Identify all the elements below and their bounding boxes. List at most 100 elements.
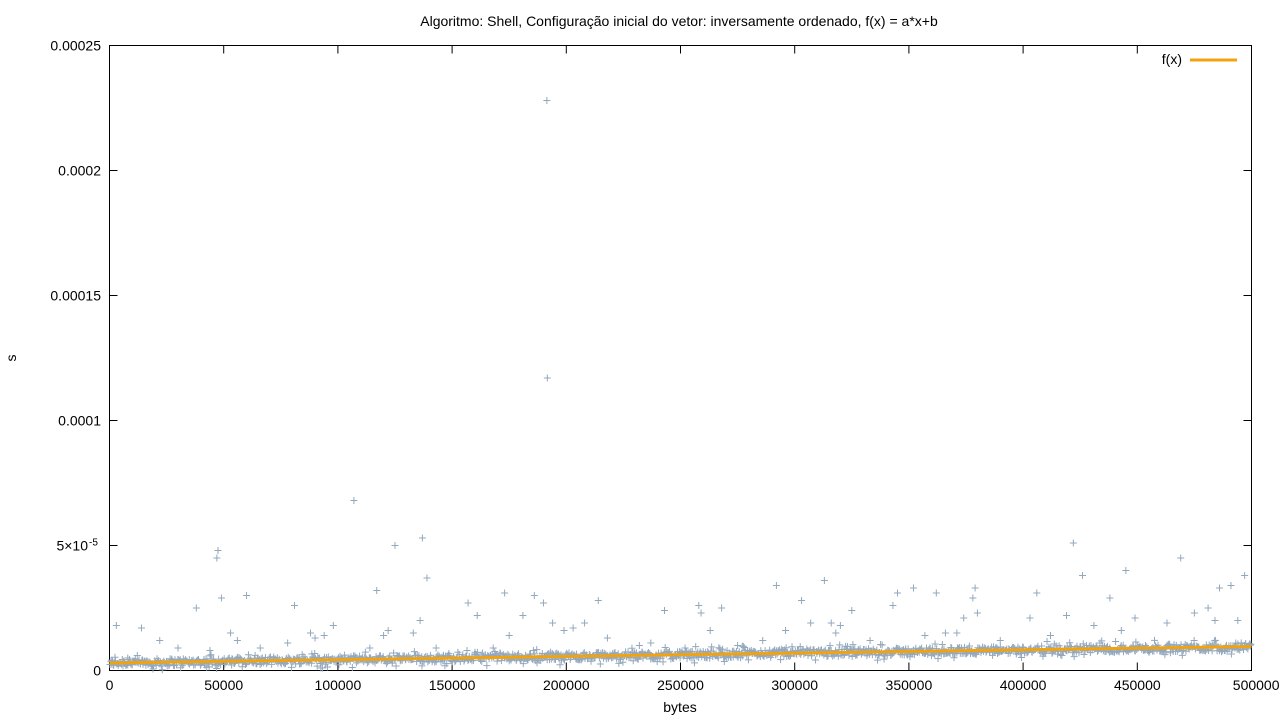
data-point [932, 589, 940, 597]
data-point [133, 651, 141, 659]
data-point [690, 659, 698, 667]
data-point [1190, 609, 1198, 617]
data-point [416, 617, 424, 624]
data-point [827, 619, 835, 627]
data-point [233, 637, 241, 644]
data-point [1211, 617, 1219, 624]
y-axis: 0 5×10 -5 0.0001 0.00015 0.0002 0.00025 [50, 38, 1252, 679]
data-point [1079, 640, 1087, 648]
data-point [1122, 567, 1130, 574]
data-point [207, 651, 215, 659]
scatter-points [106, 97, 1255, 674]
data-point [960, 614, 968, 622]
data-point [137, 624, 145, 632]
data-point [708, 643, 716, 651]
data-point [1098, 637, 1106, 645]
data-point [1227, 582, 1235, 589]
data-point [556, 661, 564, 669]
plot-frame [109, 45, 1252, 671]
x-tick-label: 200000 [543, 677, 590, 693]
data-point [361, 648, 369, 656]
data-point [1162, 648, 1170, 656]
x-tick-label: 250000 [657, 677, 704, 693]
data-point [560, 627, 568, 634]
data-point [1227, 650, 1235, 658]
data-point [1078, 572, 1086, 579]
x-tick-label: 50000 [204, 677, 243, 693]
data-point [938, 641, 946, 649]
data-point [996, 637, 1004, 644]
data-point [1117, 627, 1125, 634]
data-point [1177, 554, 1185, 562]
data-point [373, 587, 381, 594]
data-point [909, 584, 917, 592]
data-point [174, 644, 182, 652]
data-point [706, 627, 714, 634]
data-point [158, 666, 166, 674]
data-point [1033, 589, 1041, 597]
data-point [489, 644, 497, 652]
data-point [739, 642, 747, 650]
data-point [366, 644, 374, 652]
data-point [820, 577, 828, 584]
data-point [1132, 638, 1140, 646]
data-point [603, 634, 611, 642]
data-point [519, 660, 527, 668]
data-point [807, 619, 815, 627]
data-point [311, 650, 319, 658]
y-tick-label: 0.00015 [50, 288, 101, 304]
data-point [973, 609, 981, 617]
y-tick-label-exponent: -5 [89, 538, 98, 549]
data-point [464, 599, 472, 607]
data-point [950, 654, 958, 662]
data-point [311, 634, 319, 642]
data-point [634, 655, 642, 663]
data-point [423, 574, 431, 582]
x-tick-label: 400000 [1000, 677, 1047, 693]
data-point [615, 659, 623, 667]
data-point [941, 629, 949, 637]
x-tick-label: 100000 [315, 677, 362, 693]
data-point [628, 644, 636, 652]
data-point [418, 662, 426, 670]
data-point [965, 642, 973, 650]
data-point [206, 647, 214, 654]
data-point [306, 629, 314, 637]
data-point [1211, 636, 1219, 644]
x-tick-label: 450000 [1114, 677, 1161, 693]
data-point [1216, 584, 1224, 592]
data-point [1131, 614, 1139, 622]
y-tick-label: 0.0002 [58, 163, 101, 179]
data-point [1063, 612, 1070, 619]
data-point [1066, 639, 1074, 647]
data-point [323, 663, 331, 671]
data-point [350, 497, 358, 504]
data-point [811, 656, 819, 664]
data-point [889, 602, 897, 609]
data-point [529, 646, 537, 654]
data-point [1112, 638, 1120, 646]
data-point [227, 629, 235, 637]
data-point [543, 97, 551, 104]
data-point [661, 644, 669, 652]
data-point [287, 663, 295, 671]
x-tick-label: 500000 [1233, 677, 1280, 693]
data-point [496, 649, 504, 657]
data-point [483, 662, 491, 670]
data-point [1070, 653, 1078, 661]
data-point [213, 664, 221, 672]
data-point [214, 547, 222, 554]
data-point [543, 374, 551, 382]
data-point [1080, 650, 1088, 658]
data-point [539, 599, 547, 607]
data-point [1043, 637, 1051, 645]
y-axis-label: s [3, 355, 19, 362]
data-point [549, 619, 557, 627]
data-point [1163, 619, 1171, 627]
data-point [244, 651, 252, 659]
data-point [1204, 604, 1212, 612]
data-point [213, 554, 221, 562]
y-tick-label: 5×10 [56, 538, 88, 554]
data-point [473, 612, 481, 619]
